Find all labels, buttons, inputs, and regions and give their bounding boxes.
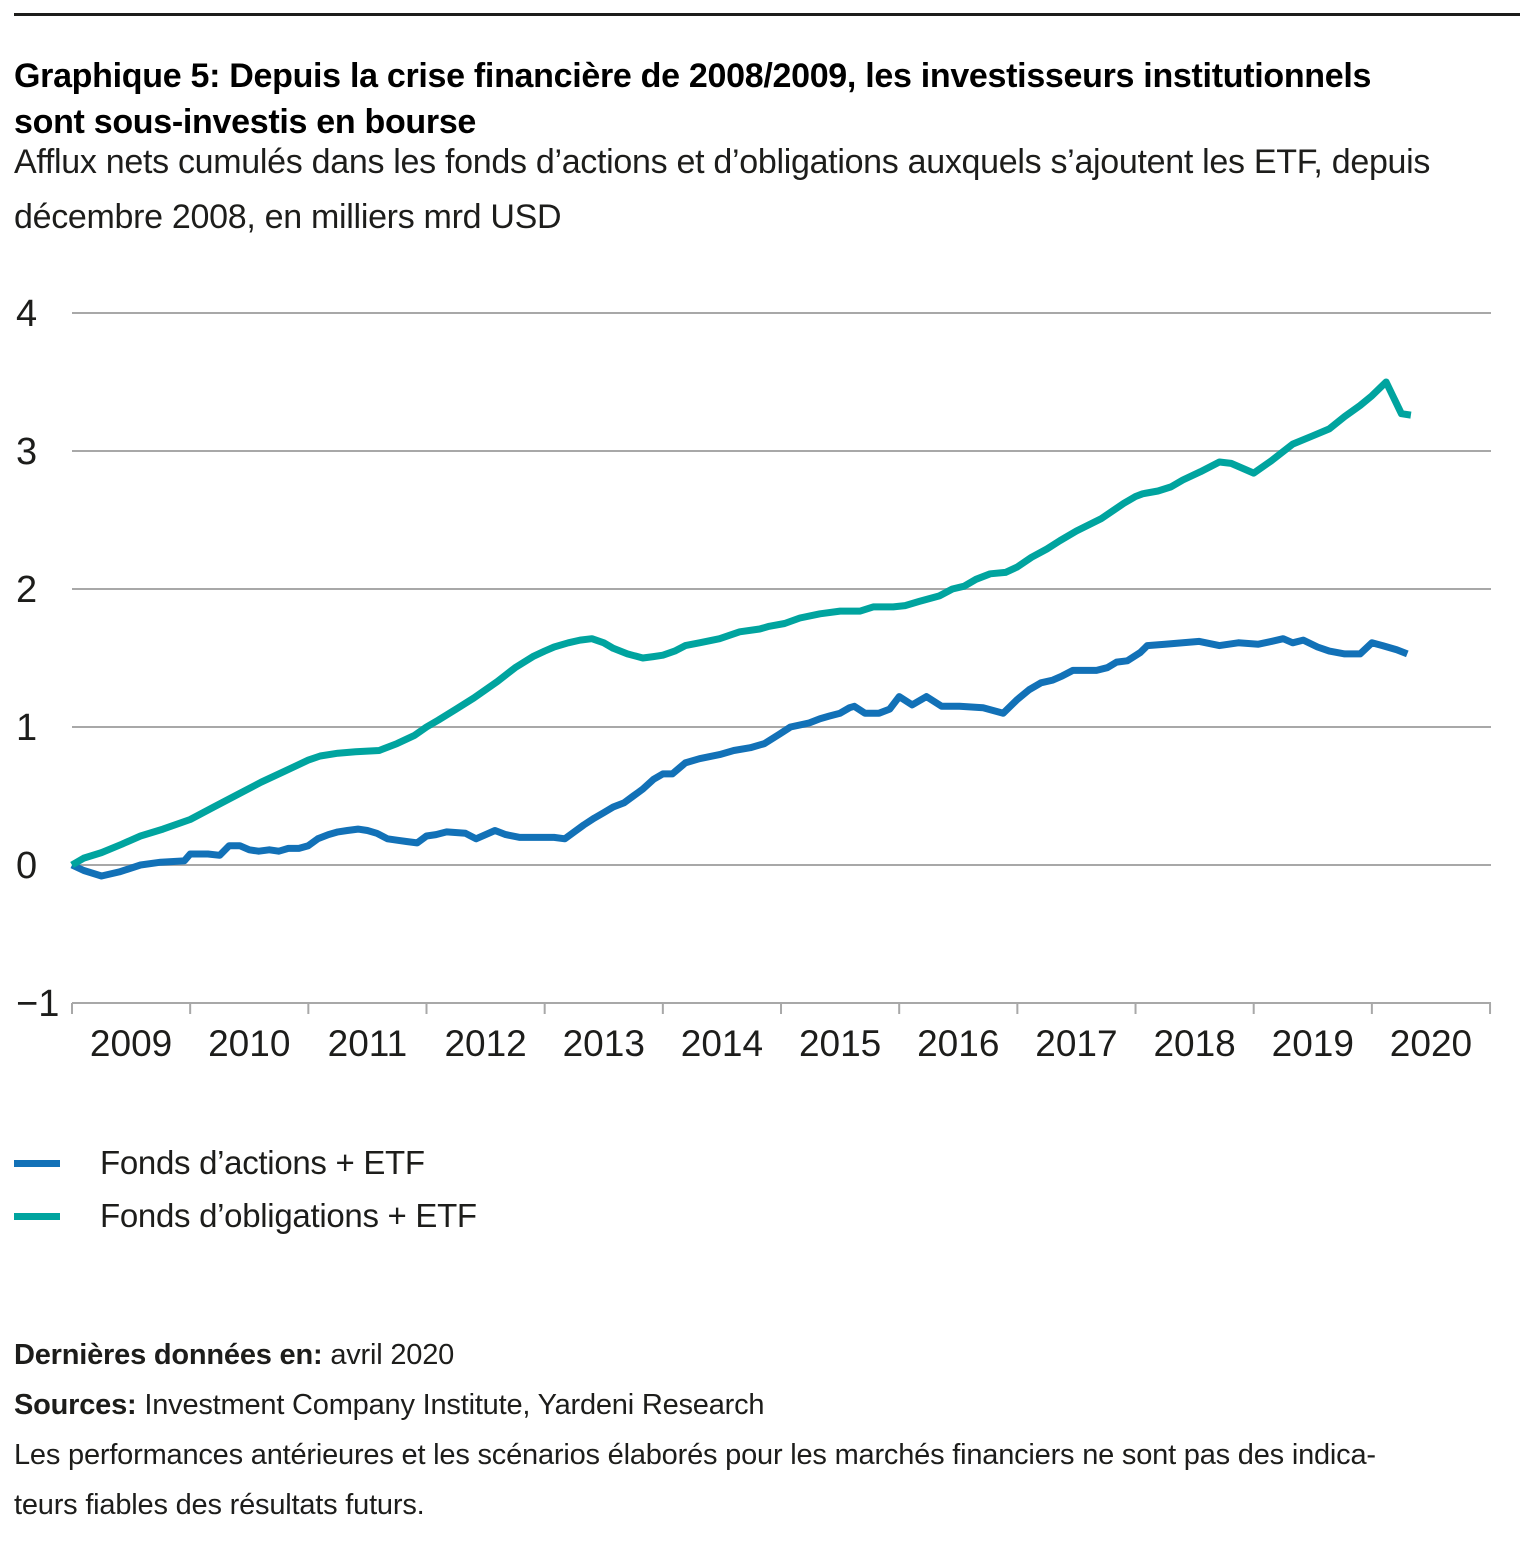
last-data-label: Dernières données en: bbox=[14, 1339, 323, 1371]
footer: Dernières données en: avril 2020 Sources… bbox=[14, 1330, 1524, 1530]
y-tick-label: 0 bbox=[16, 845, 37, 887]
legend-label-obligations: Fonds d’obligations + ETF bbox=[100, 1197, 477, 1234]
x-tick-label: 2010 bbox=[208, 1023, 290, 1064]
y-tick-label: 2 bbox=[16, 569, 37, 611]
y-tick-label: 3 bbox=[16, 431, 37, 473]
legend-swatch-obligations bbox=[14, 1212, 60, 1220]
disclaimer-line-1: Les performances antérieures et les scén… bbox=[14, 1439, 1376, 1471]
x-tick-label: 2013 bbox=[563, 1023, 645, 1064]
last-data-line: Dernières données en: avril 2020 bbox=[14, 1330, 1524, 1380]
x-tick-label: 2019 bbox=[1272, 1023, 1354, 1064]
y-tick-label: −1 bbox=[16, 983, 59, 1025]
x-tick-label: 2017 bbox=[1035, 1023, 1117, 1064]
x-tick-label: 2016 bbox=[917, 1023, 999, 1064]
x-tick-label: 2009 bbox=[90, 1023, 172, 1064]
legend-item-obligations: Fonds d’obligations + ETF bbox=[14, 1196, 477, 1236]
series-line-actions bbox=[70, 635, 1409, 880]
x-tick-label: 2020 bbox=[1390, 1023, 1472, 1064]
y-tick-label: 4 bbox=[16, 293, 37, 335]
chart-legend: Fonds d’actions + ETF Fonds d’obligation… bbox=[14, 1143, 477, 1249]
legend-label-actions: Fonds d’actions + ETF bbox=[100, 1144, 425, 1181]
x-tick-label: 2011 bbox=[328, 1023, 408, 1064]
x-tick-label: 2015 bbox=[799, 1023, 881, 1064]
legend-swatch-actions bbox=[14, 1159, 60, 1167]
x-tick-label: 2018 bbox=[1153, 1023, 1235, 1064]
disclaimer-line-2: teurs fiables des résultats futurs. bbox=[14, 1489, 425, 1521]
page-subtitle: Afflux nets cumulés dans les fonds d’act… bbox=[14, 143, 1431, 236]
series-line-obligations bbox=[70, 378, 1412, 869]
x-tick-label: 2012 bbox=[444, 1023, 526, 1064]
last-data-value: avril 2020 bbox=[330, 1339, 455, 1371]
sources-line: Sources: Investment Company Institute, Y… bbox=[14, 1380, 1524, 1430]
x-tick-label: 2014 bbox=[681, 1023, 763, 1064]
sources-value: Investment Company Institute, Yardeni Re… bbox=[144, 1389, 765, 1421]
top-rule bbox=[14, 13, 1520, 16]
y-tick-label: 1 bbox=[16, 707, 37, 749]
sources-label: Sources: bbox=[14, 1389, 137, 1421]
page-title: Graphique 5: Depuis la crise financière … bbox=[14, 56, 1372, 141]
legend-item-actions: Fonds d’actions + ETF bbox=[14, 1143, 477, 1183]
